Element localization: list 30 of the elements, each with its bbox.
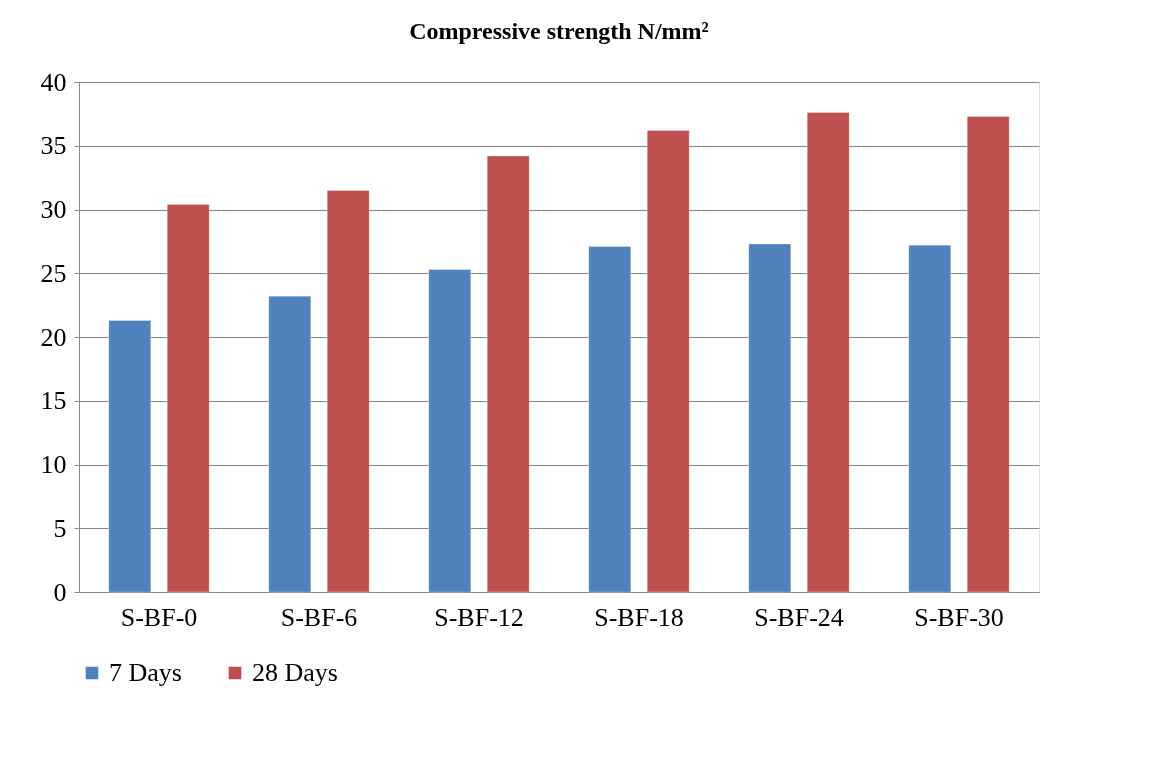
y-tick-label: 40 bbox=[40, 67, 67, 97]
bar bbox=[166, 203, 210, 593]
bar bbox=[486, 155, 530, 593]
bar bbox=[908, 244, 952, 593]
x-tick-label: S-BF-30 bbox=[914, 602, 1004, 632]
y-tick-label: 0 bbox=[53, 577, 67, 607]
bar bbox=[326, 189, 370, 593]
legend-label: 7 Days bbox=[109, 658, 182, 687]
x-tick-label: S-BF-6 bbox=[280, 602, 358, 632]
legend-label: 28 Days bbox=[252, 658, 338, 687]
y-tick-label: 10 bbox=[40, 450, 67, 479]
bar bbox=[588, 245, 632, 593]
x-tick-label: S-BF-24 bbox=[754, 602, 844, 632]
x-tick-label: S-BF-0 bbox=[120, 602, 198, 632]
y-tick-label: 5 bbox=[53, 513, 67, 543]
y-tick-label: 30 bbox=[40, 195, 67, 224]
bar bbox=[428, 268, 472, 593]
bar bbox=[748, 243, 792, 593]
y-tick-label: 20 bbox=[40, 322, 67, 352]
y-tick-label: 35 bbox=[40, 131, 67, 161]
bar bbox=[966, 115, 1010, 593]
y-tick-label: 15 bbox=[40, 386, 67, 416]
bar bbox=[108, 319, 152, 593]
y-tick-label: 25 bbox=[40, 258, 67, 288]
chart-title: Compressive strength N/mm² bbox=[409, 18, 709, 44]
bar bbox=[806, 112, 850, 593]
x-tick-label: S-BF-12 bbox=[434, 602, 524, 632]
bar bbox=[268, 295, 312, 593]
bar bbox=[646, 129, 690, 593]
x-tick-label: S-BF-18 bbox=[594, 602, 684, 632]
